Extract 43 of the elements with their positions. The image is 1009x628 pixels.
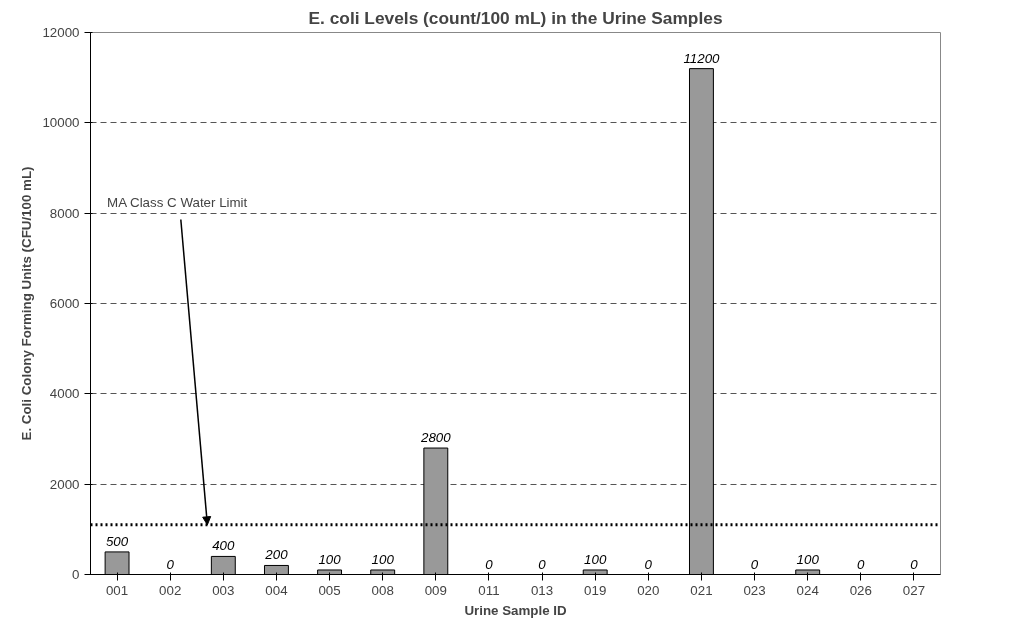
data-label: 200 (264, 547, 289, 563)
x-tick-label: 001 (105, 582, 129, 598)
data-label: 100 (371, 551, 395, 567)
x-tick-label: 003 (212, 582, 235, 598)
x-axis-title: Urine Sample ID (464, 602, 567, 618)
x-tick-label: 019 (584, 582, 607, 598)
y-tick-label: 2000 (49, 476, 80, 492)
data-label: 0 (644, 556, 653, 572)
x-tick-label: 026 (849, 582, 872, 598)
x-tick-label: 027 (902, 582, 926, 598)
y-tick-label: 0 (72, 567, 80, 582)
data-label: 100 (584, 551, 607, 567)
data-label: 100 (796, 551, 820, 567)
x-tick-label: 009 (424, 582, 447, 598)
x-tick-label: 008 (371, 582, 394, 598)
x-tick-label: 002 (159, 582, 182, 598)
data-label: 500 (105, 533, 129, 549)
data-label: 100 (318, 551, 342, 567)
ref-line-label: MA Class C Water Limit (107, 195, 248, 211)
data-label: 2800 (419, 430, 452, 446)
x-tick-label: 023 (743, 582, 766, 598)
x-tick-label: 011 (478, 582, 500, 598)
data-label: 0 (485, 556, 494, 572)
data-label: 0 (538, 556, 547, 572)
chart-title: E. coli Levels (count/100 mL) in the Urine Samples (308, 7, 723, 28)
data-label: 0 (750, 556, 759, 572)
y-tick-label: 12000 (42, 25, 80, 40)
y-tick-label: 4000 (49, 386, 80, 402)
x-tick-label: 020 (637, 582, 660, 598)
data-label: 0 (910, 556, 919, 572)
x-tick-label: 004 (265, 582, 289, 598)
y-tick-label: 8000 (49, 205, 80, 221)
x-tick-label: 021 (690, 582, 713, 598)
x-tick-label: 024 (796, 582, 820, 598)
x-tick-label: 005 (318, 582, 341, 598)
data-label: 0 (166, 556, 175, 572)
y-tick-label: 10000 (42, 115, 80, 131)
data-label: 400 (212, 538, 236, 554)
x-tick-label: 013 (530, 582, 554, 598)
data-label: 11200 (683, 50, 721, 66)
y-axis-title: E. Coli Colony Forming Units (CFU/100 mL) (19, 166, 35, 441)
y-tick-label: 6000 (49, 296, 80, 311)
data-label: 0 (857, 556, 866, 572)
